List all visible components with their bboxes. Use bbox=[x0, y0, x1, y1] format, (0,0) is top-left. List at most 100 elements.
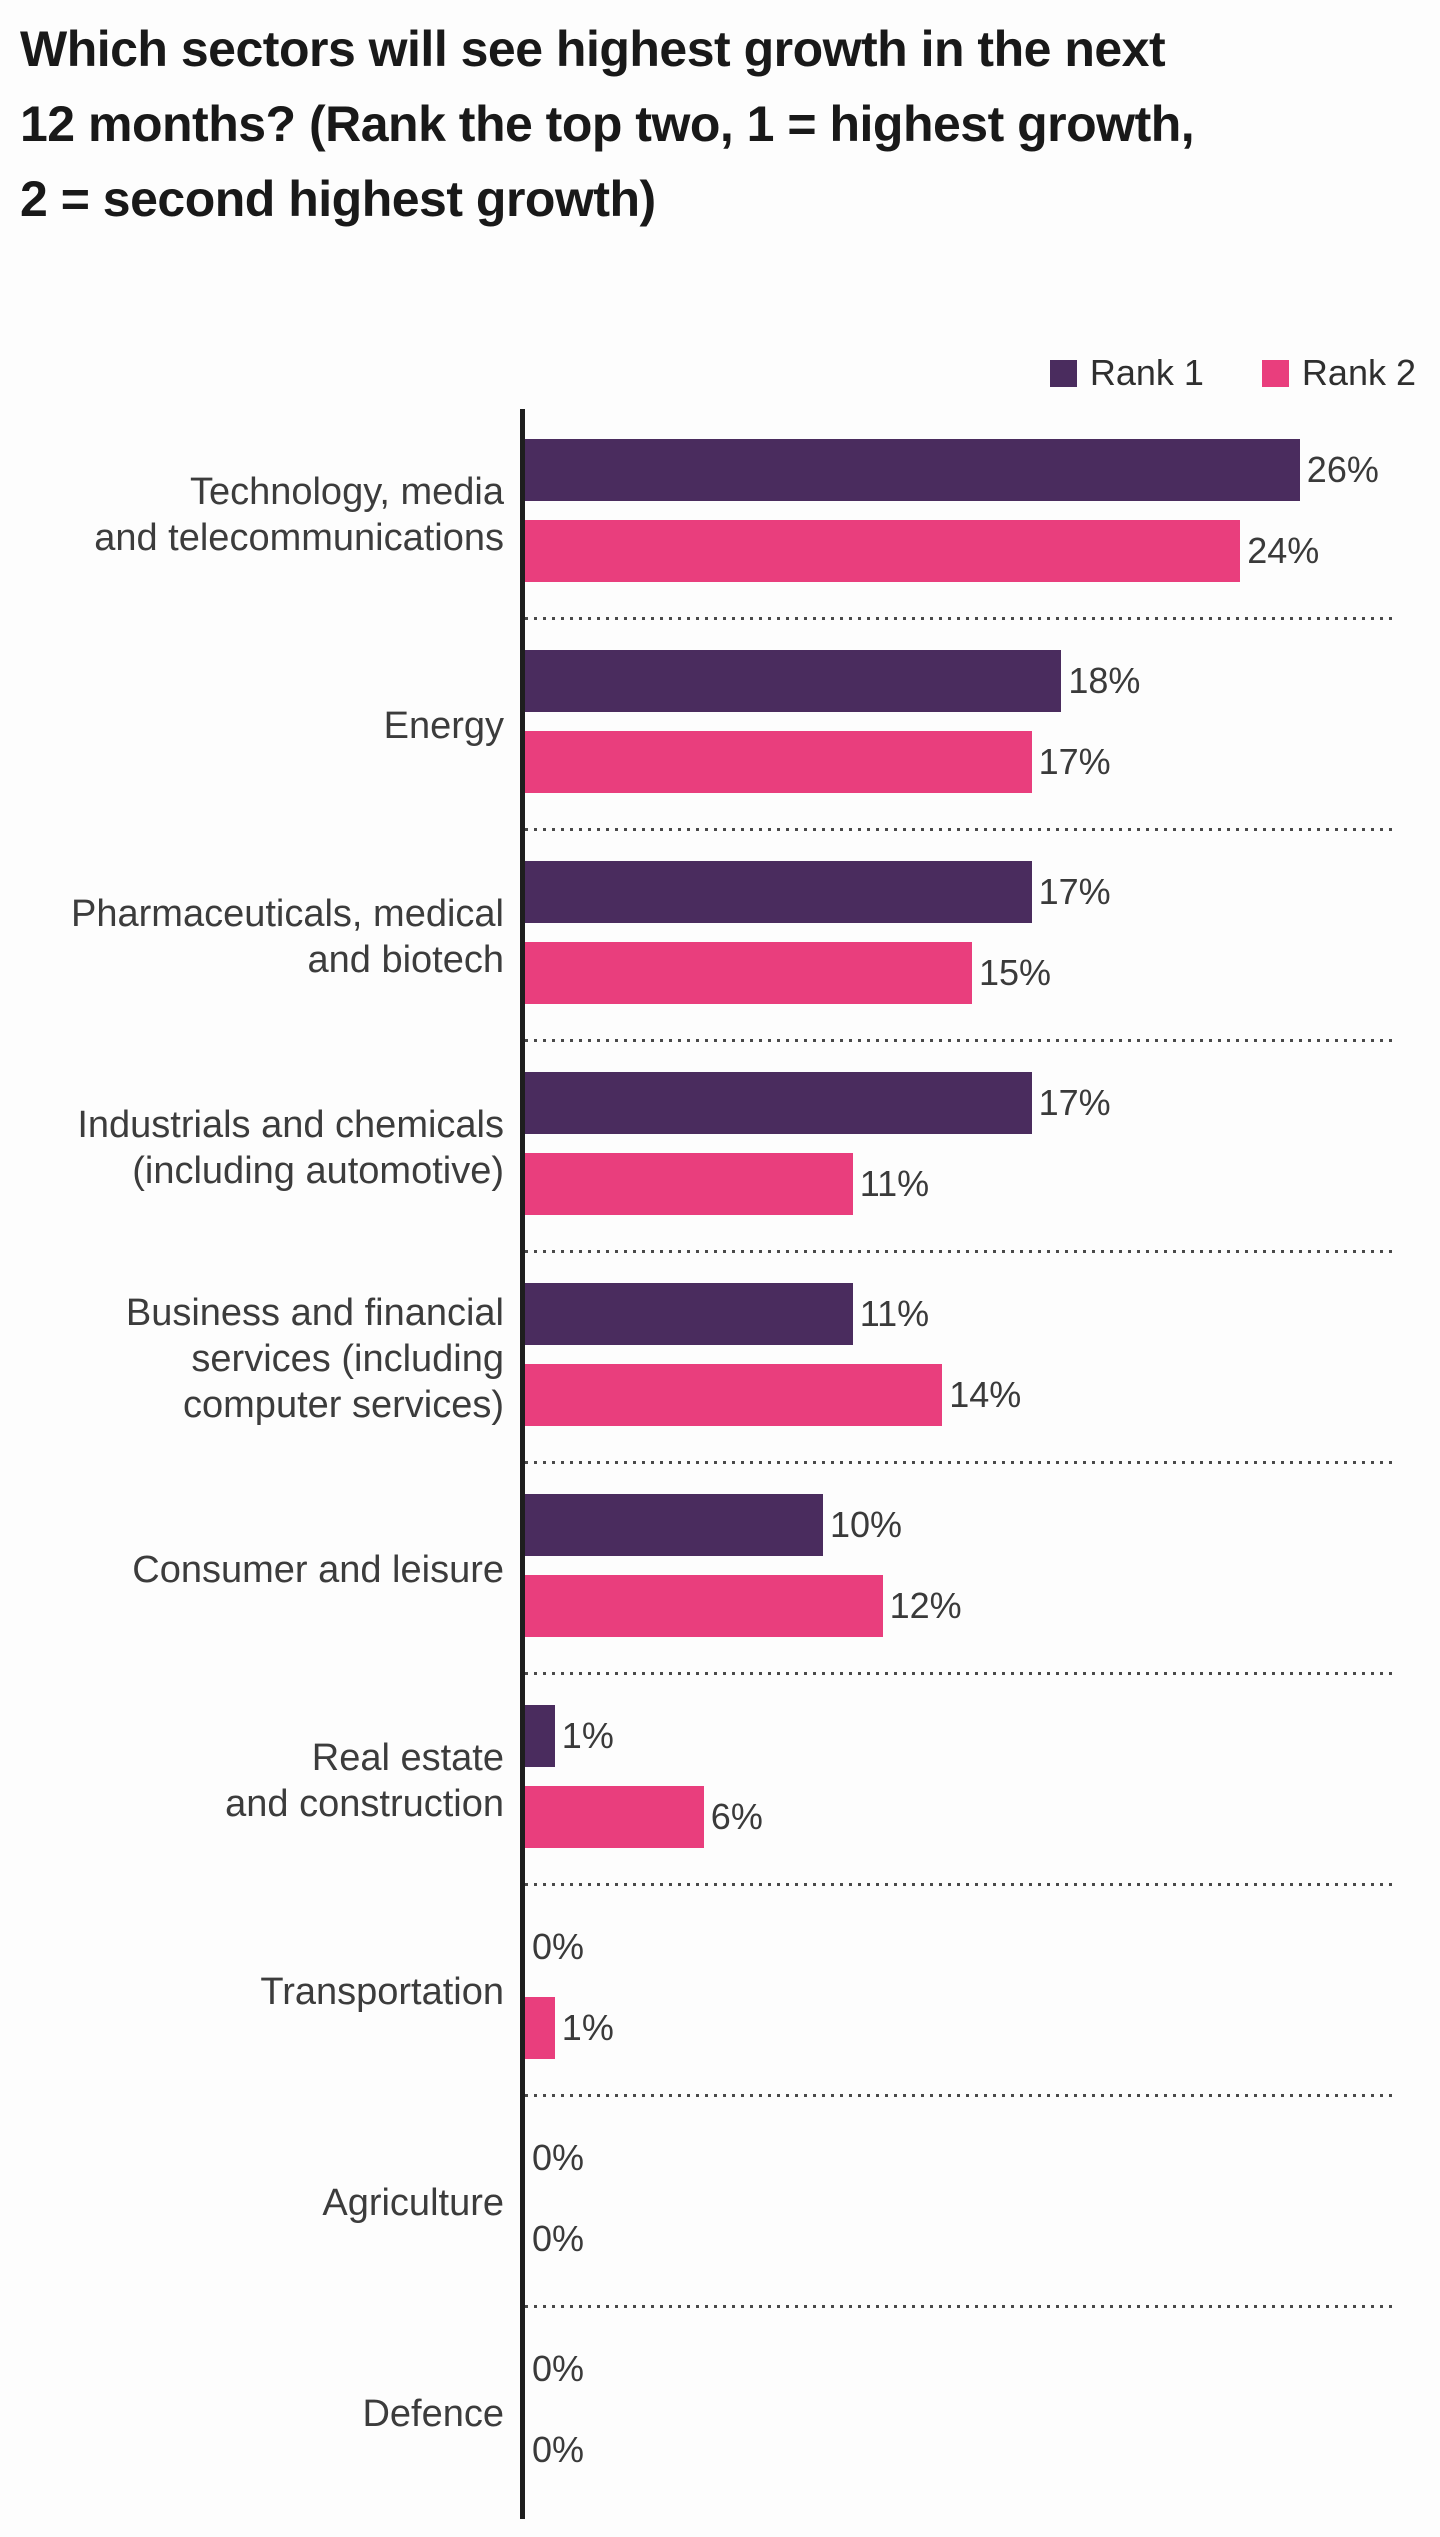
bar-rank2 bbox=[525, 1153, 853, 1215]
bar-row-rank2: 0% bbox=[525, 2208, 1420, 2270]
sector-label: Business and financial services (includin… bbox=[20, 1253, 520, 1464]
bar-row-rank1: 18% bbox=[525, 650, 1420, 712]
group-separator bbox=[525, 617, 1395, 620]
bar-rank1 bbox=[525, 1072, 1032, 1134]
sector-group: Business and financial services (includin… bbox=[20, 1253, 1420, 1464]
sector-label: Pharmaceuticals, medical and biotech bbox=[20, 831, 520, 1042]
value-label-rank2: 14% bbox=[949, 1374, 1022, 1415]
bar-row-rank2: 11% bbox=[525, 1153, 1420, 1215]
sector-bars: 1% 6% bbox=[520, 1675, 1420, 1886]
value-label-rank1: 11% bbox=[859, 1293, 930, 1334]
legend-label-rank1: Rank 1 bbox=[1089, 352, 1204, 393]
bar-chart: Technology, media and telecommunications 2… bbox=[20, 409, 1420, 2519]
sector-bars: 26% 24% bbox=[520, 409, 1420, 620]
group-separator bbox=[525, 2094, 1395, 2097]
value-label-rank2: 15% bbox=[979, 952, 1052, 993]
bar-row-rank1: 11% bbox=[525, 1283, 1420, 1345]
bar-rank1 bbox=[525, 650, 1062, 712]
bar-row-rank2: 1% bbox=[525, 1997, 1420, 2059]
bar-row-rank2: 15% bbox=[525, 942, 1420, 1004]
value-label-rank2: 24% bbox=[1247, 530, 1320, 571]
bar-row-rank2: 17% bbox=[525, 731, 1420, 793]
value-label-rank2: 6% bbox=[710, 1796, 763, 1837]
sector-label-line: and biotech bbox=[307, 938, 505, 981]
sector-label: Energy bbox=[20, 620, 520, 831]
sector-label-line: (including automotive) bbox=[132, 1149, 504, 1192]
sector-label: Consumer and leisure bbox=[20, 1464, 520, 1675]
sector-group: Consumer and leisure 10% 12% bbox=[20, 1464, 1420, 1675]
sector-label-line: Defence bbox=[362, 2392, 504, 2435]
sector-bars: 17% 15% bbox=[520, 831, 1420, 1042]
value-label-rank2: 1% bbox=[561, 2007, 614, 2048]
bar-row-rank1: 10% bbox=[525, 1494, 1420, 1556]
bar-row-rank2: 6% bbox=[525, 1786, 1420, 1848]
value-label-rank1: 18% bbox=[1068, 660, 1141, 701]
sector-label: Technology, media and telecommunications bbox=[20, 409, 520, 620]
sector-bars: 0% 0% bbox=[520, 2308, 1420, 2519]
sector-label-line: Consumer and leisure bbox=[132, 1548, 504, 1591]
legend-item-rank2: Rank 2 bbox=[1261, 352, 1416, 394]
bar-row-rank1: 1% bbox=[525, 1705, 1420, 1767]
bar-rank2 bbox=[525, 520, 1241, 582]
sector-label-line: and telecommunications bbox=[94, 516, 504, 559]
sector-group: Industrials and chemicals (including auto… bbox=[20, 1042, 1420, 1253]
value-label-rank2: 12% bbox=[889, 1585, 962, 1626]
y-axis-line bbox=[520, 409, 525, 2519]
sector-label-line: services (including bbox=[191, 1337, 504, 1380]
sector-label-line: Transportation bbox=[260, 1970, 504, 2013]
sector-label: Transportation bbox=[20, 1886, 520, 2097]
legend-label-rank2: Rank 2 bbox=[1301, 352, 1416, 393]
sector-bars: 18% 17% bbox=[520, 620, 1420, 831]
sector-label-line: computer services) bbox=[183, 1383, 504, 1426]
sector-label-line: Real estate bbox=[311, 1736, 504, 1779]
sector-label-line: Pharmaceuticals, medical bbox=[71, 892, 504, 935]
bar-row-rank1: 17% bbox=[525, 1072, 1420, 1134]
bar-rank1 bbox=[525, 1494, 823, 1556]
bar-row-rank2: 14% bbox=[525, 1364, 1420, 1426]
group-separator bbox=[525, 1883, 1395, 1886]
value-label-rank1: 0% bbox=[532, 1926, 585, 1967]
value-label-rank1: 26% bbox=[1306, 449, 1379, 490]
value-label-rank1: 17% bbox=[1038, 871, 1111, 912]
value-label-rank1: 0% bbox=[532, 2348, 585, 2389]
bar-rank1 bbox=[525, 439, 1300, 501]
bar-row-rank1: 17% bbox=[525, 861, 1420, 923]
bar-rank1 bbox=[525, 1283, 853, 1345]
sector-group: Energy 18% 17% bbox=[20, 620, 1420, 831]
sector-label: Agriculture bbox=[20, 2097, 520, 2308]
sector-label: Real estate and construction bbox=[20, 1675, 520, 1886]
group-separator bbox=[525, 2305, 1395, 2308]
bar-rank1 bbox=[525, 1705, 555, 1767]
sector-label-line: Technology, media bbox=[189, 470, 504, 513]
value-label-rank1: 17% bbox=[1038, 1082, 1111, 1123]
bar-rank2 bbox=[525, 942, 972, 1004]
value-label-rank1: 1% bbox=[561, 1715, 614, 1756]
sector-label-line: and construction bbox=[225, 1782, 504, 1825]
sector-group: Transportation 0% 1% bbox=[20, 1886, 1420, 2097]
sector-bars: 10% 12% bbox=[520, 1464, 1420, 1675]
title-line-3: 2 = second highest growth) bbox=[20, 171, 656, 227]
rank1-swatch-icon bbox=[1049, 359, 1077, 387]
legend: Rank 1 Rank 2 bbox=[20, 352, 1420, 394]
bar-row-rank1: 0% bbox=[525, 1916, 1420, 1978]
sector-label-line: Business and financial bbox=[125, 1291, 504, 1334]
bar-row-rank2: 24% bbox=[525, 520, 1420, 582]
bar-rank2 bbox=[525, 1997, 555, 2059]
sector-group: Pharmaceuticals, medical and biotech 17% 15… bbox=[20, 831, 1420, 1042]
bar-row-rank2: 12% bbox=[525, 1575, 1420, 1637]
sector-bars: 0% 1% bbox=[520, 1886, 1420, 2097]
bar-rank2 bbox=[525, 1786, 704, 1848]
rank2-swatch-icon bbox=[1261, 359, 1289, 387]
legend-item-rank1: Rank 1 bbox=[1049, 352, 1204, 394]
bar-rank2 bbox=[525, 731, 1032, 793]
sector-bars: 17% 11% bbox=[520, 1042, 1420, 1253]
sector-label-line: Industrials and chemicals bbox=[77, 1103, 504, 1146]
group-separator bbox=[525, 1039, 1395, 1042]
group-separator bbox=[525, 1672, 1395, 1675]
sector-group: Agriculture 0% 0% bbox=[20, 2097, 1420, 2308]
sector-group: Real estate and construction 1% 6% bbox=[20, 1675, 1420, 1886]
group-separator bbox=[525, 828, 1395, 831]
value-label-rank2: 17% bbox=[1038, 741, 1111, 782]
sector-bars: 11% 14% bbox=[520, 1253, 1420, 1464]
